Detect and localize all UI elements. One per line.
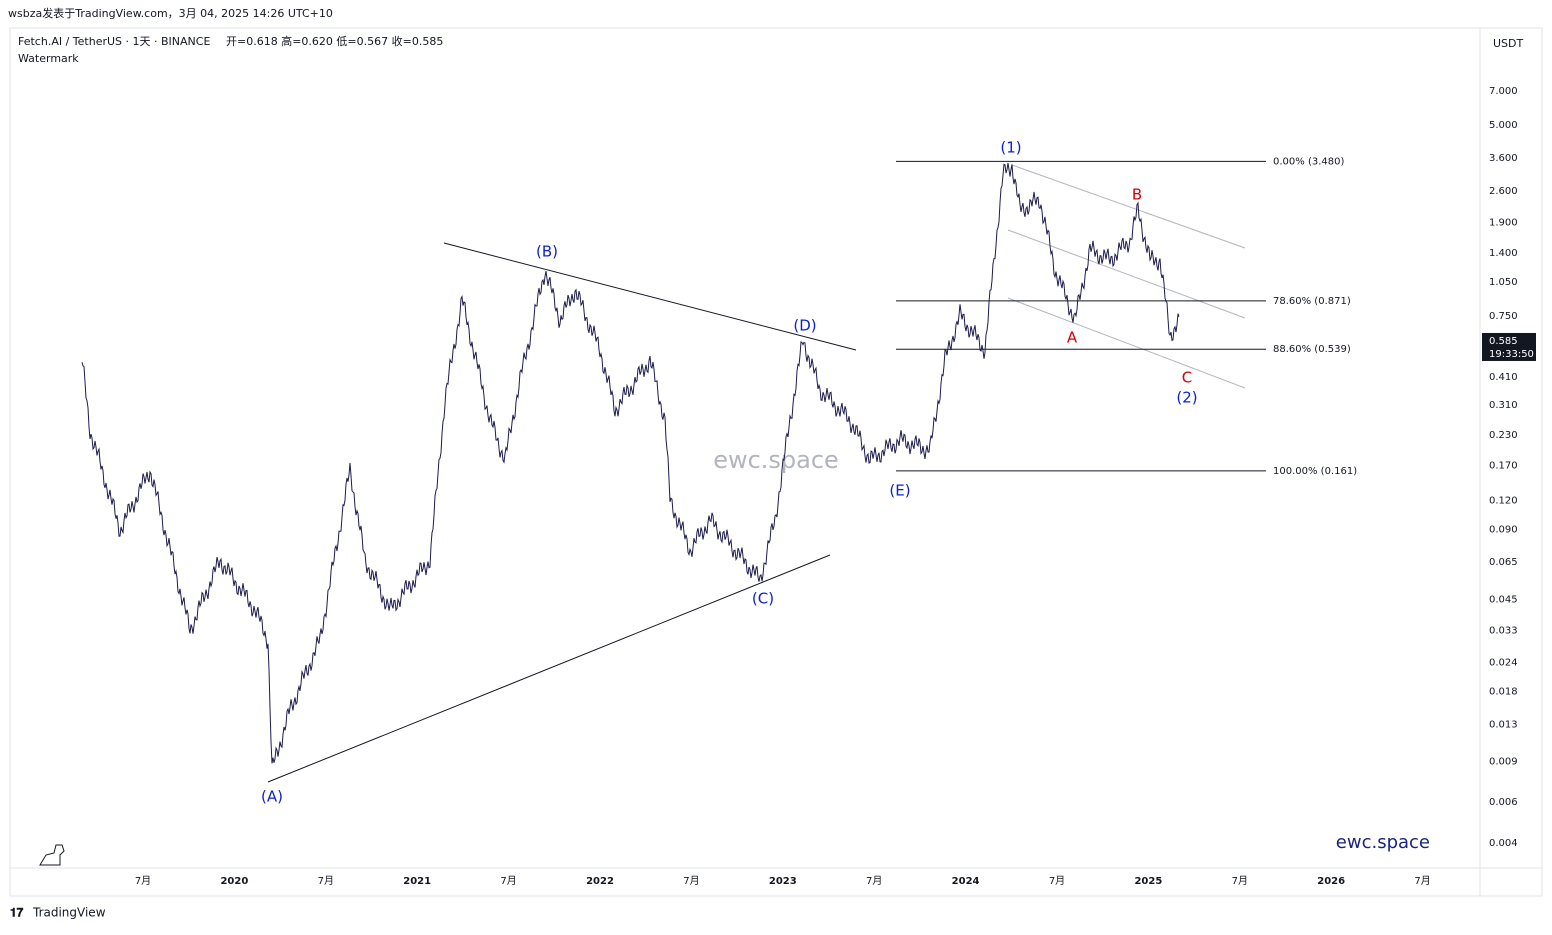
price-tick-label: 1.900 xyxy=(1489,217,1518,228)
fib-label: 88.60% (0.539) xyxy=(1273,344,1351,355)
dino-icon[interactable] xyxy=(39,844,65,866)
chart-frame xyxy=(9,27,1543,897)
time-label: 7月 xyxy=(1232,875,1248,887)
wave-label: (D) xyxy=(793,317,816,335)
price-tick-label: 0.090 xyxy=(1489,524,1518,535)
time-label: 2026 xyxy=(1317,876,1345,887)
time-label: 7月 xyxy=(500,875,516,887)
price-tick-label: 0.065 xyxy=(1489,557,1518,568)
symbol: Fetch.AI / TetherUS · 1天 · BINANCE xyxy=(18,35,210,48)
time-label: 2022 xyxy=(586,876,614,887)
wave-label: A xyxy=(1067,329,1078,347)
price-tick-label: 0.410 xyxy=(1489,372,1518,383)
price-tick-label: 0.024 xyxy=(1489,658,1518,669)
price-tick-label: 1.400 xyxy=(1489,248,1518,259)
watermark: ewc.space xyxy=(713,446,839,474)
price-tick-label: 0.004 xyxy=(1489,838,1518,849)
price-tick-label: 0.009 xyxy=(1489,756,1518,767)
wave-label: (E) xyxy=(889,482,910,500)
trendlines xyxy=(267,242,857,783)
time-label: 7月 xyxy=(683,875,699,887)
price-tick-label: 1.050 xyxy=(1489,277,1518,288)
price-tick-label: 2.600 xyxy=(1489,186,1518,197)
price-tick-label: 0.045 xyxy=(1489,594,1518,605)
time-label: 2023 xyxy=(769,876,797,887)
time-label: 7月 xyxy=(1414,875,1430,887)
tv-logo: 𝟏𝟕 xyxy=(10,906,24,920)
wave-label: (A) xyxy=(261,788,283,806)
price-tick-label: 0.120 xyxy=(1489,496,1518,507)
wave-label: C xyxy=(1182,369,1192,387)
time-label: 7月 xyxy=(318,875,334,887)
wave-label: (B) xyxy=(536,243,558,261)
time-label: 7月 xyxy=(1049,875,1065,887)
currency: USDT xyxy=(1493,37,1524,50)
price-tick-label: 0.018 xyxy=(1489,687,1518,698)
study: Watermark xyxy=(18,52,79,65)
price-tick-label: 5.000 xyxy=(1489,120,1518,131)
price-tick-label: 0.750 xyxy=(1489,311,1518,322)
header-caption: wsbza发表于TradingView.com，3月 04, 2025 14:2… xyxy=(8,6,333,20)
wave-label: (2) xyxy=(1176,389,1197,407)
time-label: 2021 xyxy=(403,876,431,887)
ohlc: 开=0.618 高=0.620 低=0.567 收=0.585 xyxy=(226,34,443,48)
brand: ewc.space xyxy=(1336,832,1430,853)
price-tick-label: 0.033 xyxy=(1489,626,1518,637)
time-label: 7月 xyxy=(135,875,151,887)
time-label: 2024 xyxy=(952,876,980,887)
price-tick-label: 0.230 xyxy=(1489,430,1518,441)
price-tick-label: 3.600 xyxy=(1489,153,1518,164)
time-label: 2020 xyxy=(220,876,248,887)
time-label: 7月 xyxy=(866,875,882,887)
price-tick-label: 0.170 xyxy=(1489,460,1518,471)
price-tick-label: 0.013 xyxy=(1489,719,1518,730)
fib-label: 78.60% (0.871) xyxy=(1273,296,1351,307)
countdown: 19:33:50 xyxy=(1489,349,1534,360)
footer: TradingView xyxy=(32,906,106,920)
fib-label: 100.00% (0.161) xyxy=(1273,466,1357,477)
last-price-tag xyxy=(1482,332,1536,361)
wave-label: (C) xyxy=(752,590,774,608)
wave-label: B xyxy=(1132,186,1142,204)
channel xyxy=(1007,164,1246,389)
wave-label: (1) xyxy=(1000,139,1021,157)
price-line xyxy=(81,162,1180,764)
fib-label: 0.00% (3.480) xyxy=(1273,156,1344,167)
time-label: 2025 xyxy=(1134,876,1162,887)
price-tick-label: 0.006 xyxy=(1489,797,1518,808)
last-price: 0.585 xyxy=(1489,336,1518,347)
price-tick-label: 7.000 xyxy=(1489,86,1518,97)
price-tick-label: 0.310 xyxy=(1489,400,1518,411)
